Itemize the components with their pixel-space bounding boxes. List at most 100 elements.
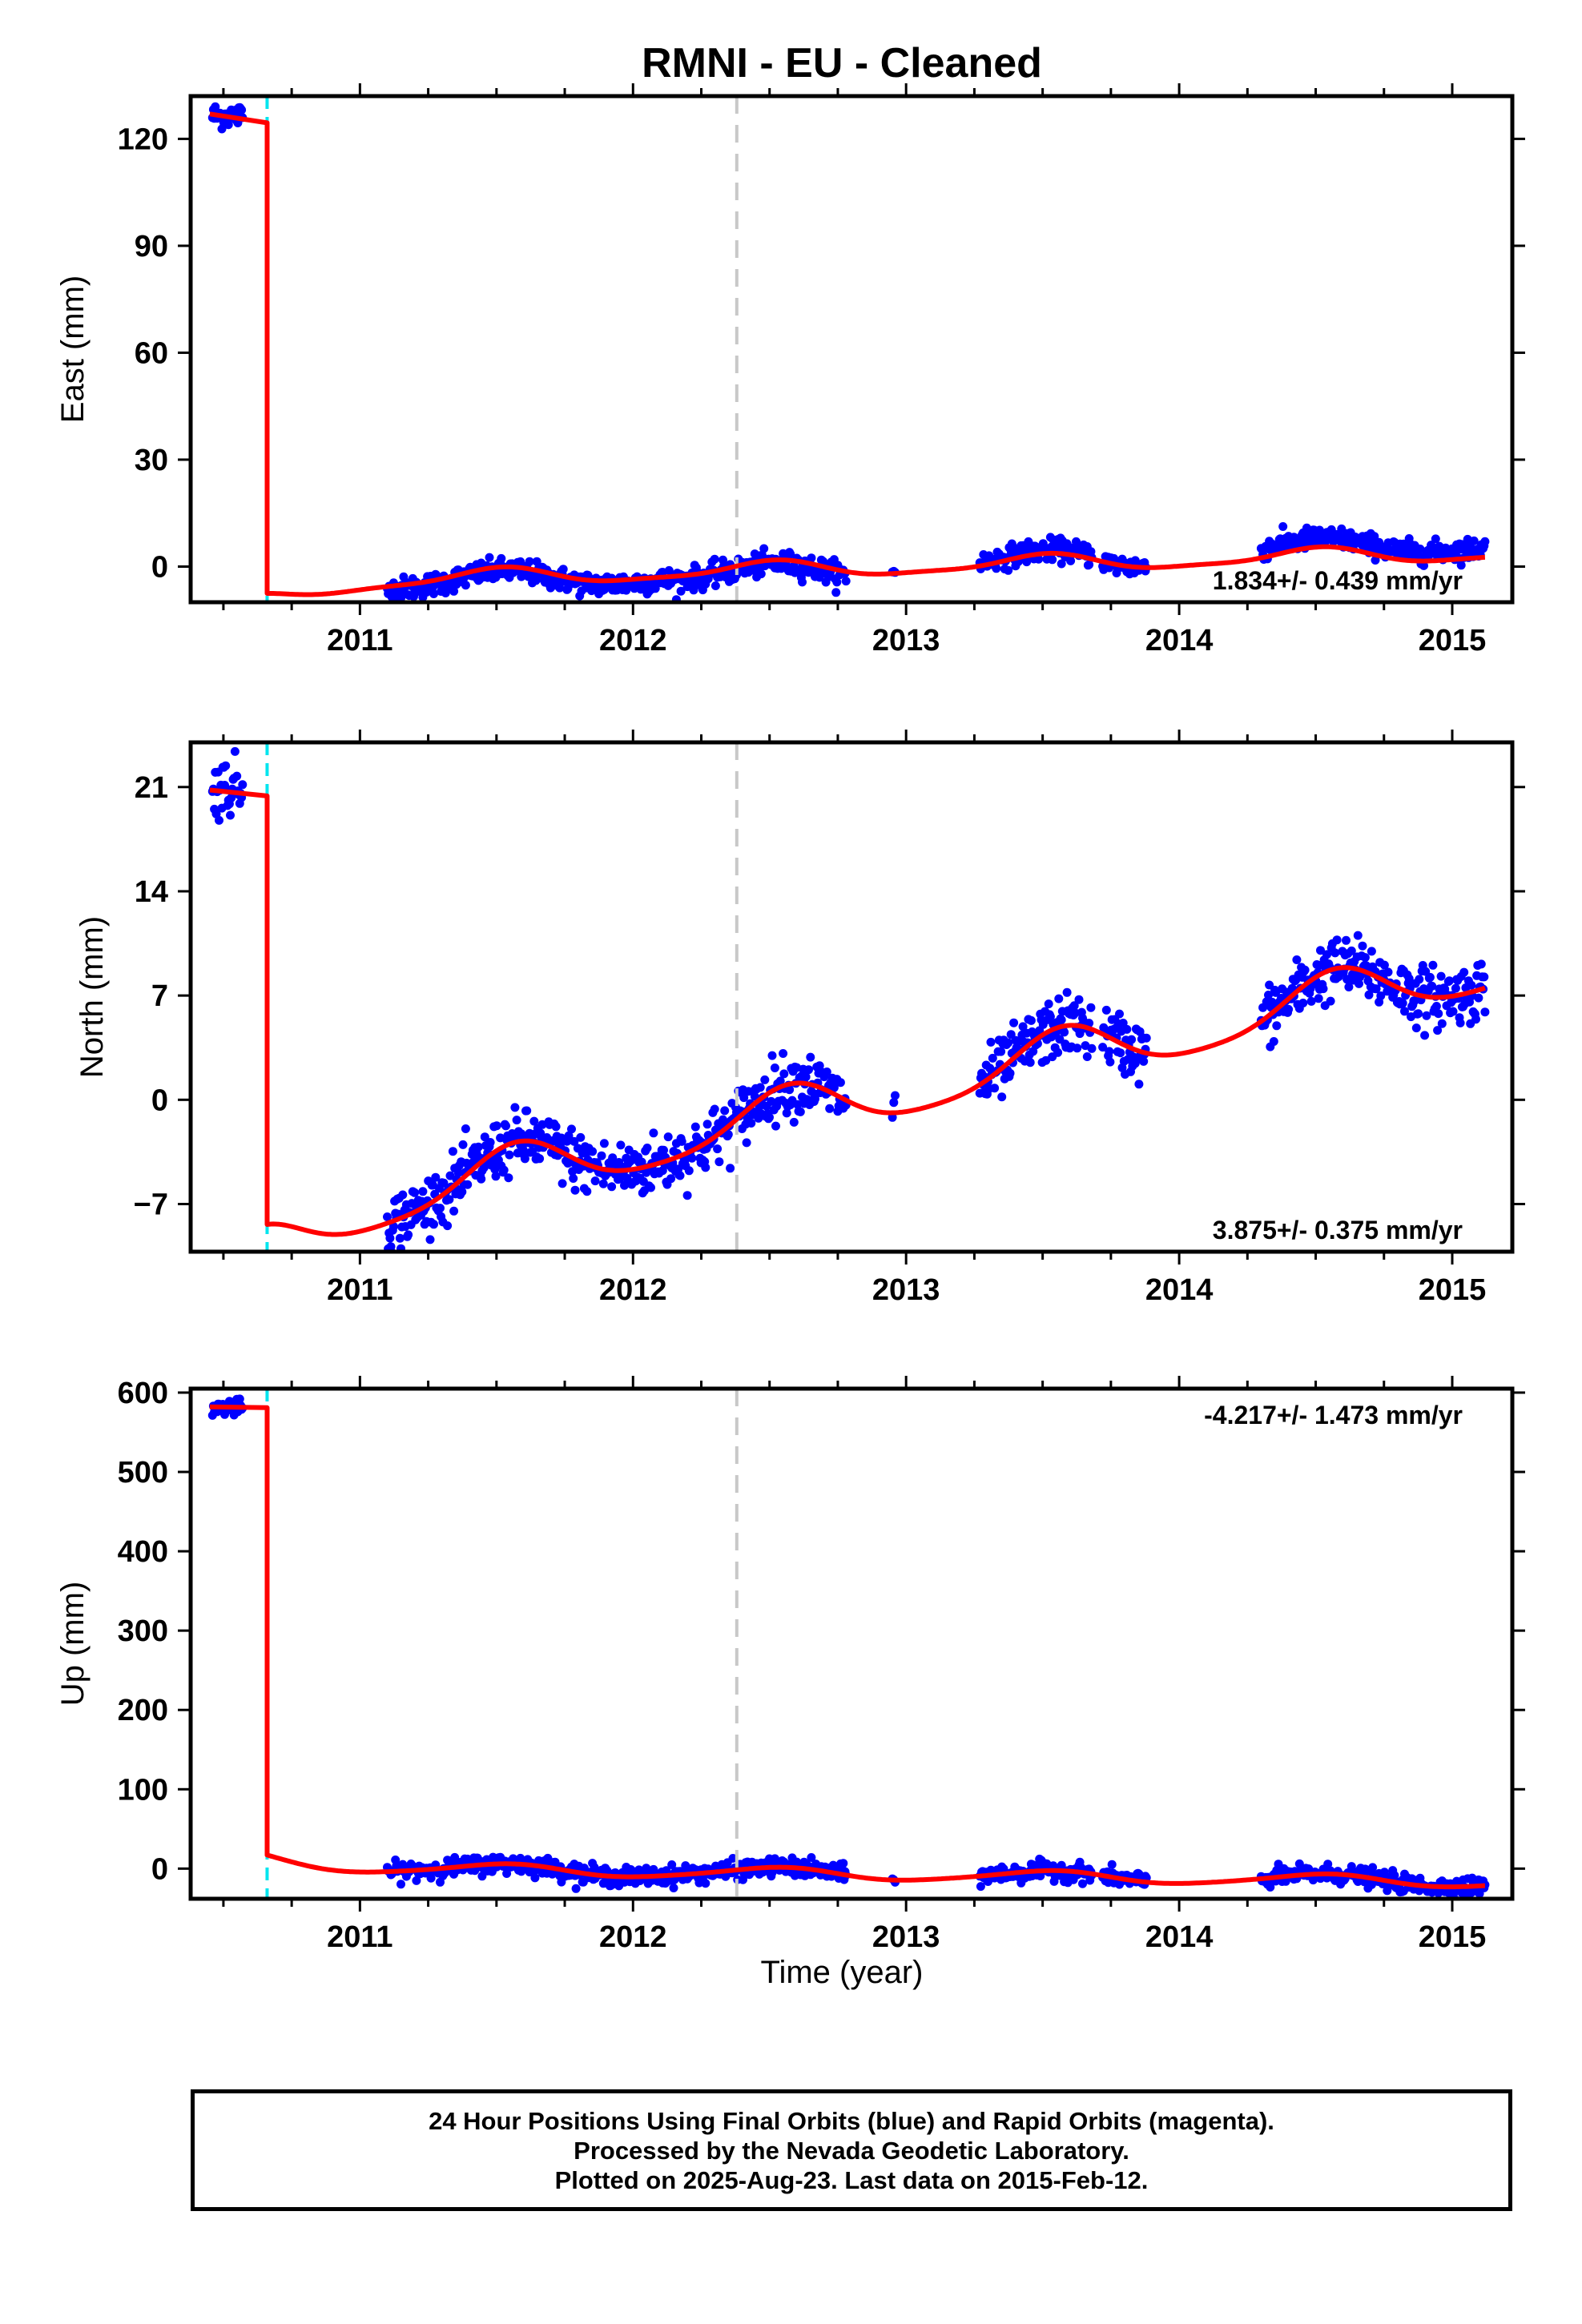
data-point	[616, 1140, 626, 1150]
data-point	[756, 569, 766, 579]
data-point	[795, 1107, 805, 1116]
data-point	[570, 1185, 580, 1195]
data-point	[608, 1153, 618, 1163]
data-point	[1070, 1008, 1080, 1018]
data-point	[502, 1869, 512, 1878]
model-line	[209, 111, 1486, 597]
data-points	[207, 1394, 1490, 1899]
y-tick-label: 0	[151, 550, 168, 584]
data-point	[1455, 1018, 1465, 1027]
data-point	[576, 1132, 586, 1142]
data-point	[1411, 1023, 1421, 1033]
data-point	[1471, 1015, 1480, 1024]
data-point	[806, 1052, 815, 1062]
data-point	[1115, 1009, 1124, 1019]
data-point	[1358, 941, 1367, 951]
data-point	[1025, 1058, 1035, 1068]
data-point	[760, 1075, 770, 1084]
data-point	[750, 1092, 759, 1101]
data-point	[397, 593, 405, 602]
x-tick-label: 2015	[1419, 624, 1487, 657]
data-point	[646, 1183, 655, 1192]
y-tick-label: 0	[151, 1852, 168, 1886]
data-point	[1434, 1009, 1443, 1019]
data-point	[1105, 1047, 1114, 1056]
data-point	[728, 1854, 738, 1863]
data-point	[701, 1163, 710, 1172]
data-point	[663, 1132, 673, 1142]
data-point	[1045, 1012, 1055, 1021]
data-point	[485, 1138, 495, 1147]
data-point	[681, 1861, 690, 1871]
data-point	[1479, 972, 1489, 982]
data-point	[237, 105, 247, 115]
data-point	[473, 1142, 483, 1152]
rate-annotation: 1.834+/- 0.439 mm/yr	[1213, 566, 1463, 595]
data-point	[590, 1176, 600, 1186]
data-point	[825, 1104, 835, 1113]
data-point	[1026, 1015, 1036, 1025]
y-axis-label: North (mm)	[74, 916, 110, 1078]
data-point	[1383, 967, 1393, 977]
data-point	[501, 1121, 510, 1131]
data-point	[1122, 1024, 1132, 1034]
data-point	[720, 1106, 730, 1116]
data-point	[1269, 1037, 1278, 1046]
data-point	[491, 1172, 501, 1181]
data-point	[839, 1859, 848, 1868]
footer-box: 24 Hour Positions Using Final Orbits (bl…	[191, 2089, 1512, 2211]
data-point	[1116, 1048, 1125, 1058]
data-point	[1018, 1022, 1028, 1031]
data-point	[785, 1085, 795, 1095]
data-point	[765, 1112, 774, 1122]
data-point	[1009, 1018, 1019, 1027]
x-tick-label: 2012	[599, 1273, 667, 1307]
data-point	[477, 1174, 486, 1184]
y-tick-label: 300	[118, 1614, 168, 1648]
data-point	[582, 1187, 592, 1196]
data-point	[453, 1168, 463, 1177]
data-point	[807, 553, 816, 563]
data-point	[715, 1157, 724, 1167]
data-point	[807, 1853, 816, 1862]
panels-group: 2011 2012 2013 2014 2015 0 30 60 90 120 East (mm) 1…	[55, 83, 1525, 1954]
data-point	[702, 1120, 712, 1129]
data-point	[497, 553, 506, 563]
data-point	[529, 1116, 539, 1126]
y-tick-label: −7	[134, 1188, 168, 1221]
panel-3: 2011 2012 2013 2014 2015 0 100 200 300 400 500 600 U…	[55, 1376, 1525, 1954]
data-point	[558, 565, 568, 574]
data-point	[1332, 935, 1342, 945]
data-point	[510, 1103, 520, 1112]
data-point	[445, 1171, 455, 1180]
x-tick-label: 2014	[1145, 624, 1214, 657]
data-point	[770, 1063, 779, 1072]
data-point	[1414, 1009, 1423, 1019]
data-point	[1266, 1883, 1275, 1892]
data-point	[1127, 1035, 1137, 1044]
data-point	[404, 1230, 413, 1240]
data-point	[1098, 1043, 1108, 1052]
data-point	[684, 1166, 694, 1176]
data-point	[649, 1128, 658, 1138]
data-point	[558, 1179, 567, 1188]
data-point	[383, 1212, 392, 1221]
data-point	[1034, 554, 1044, 564]
data-point	[726, 1164, 735, 1173]
data-point	[986, 1037, 996, 1047]
data-point	[1005, 1068, 1015, 1078]
model-line	[209, 787, 1486, 1237]
data-point	[1476, 959, 1486, 969]
data-point	[755, 1083, 765, 1092]
data-point	[723, 1130, 733, 1140]
data-point	[520, 1154, 529, 1164]
data-point	[1298, 999, 1308, 1007]
data-point	[667, 1860, 677, 1869]
data-point	[1474, 993, 1483, 1003]
x-tick-label: 2012	[599, 1920, 667, 1954]
y-axis-label: East (mm)	[55, 275, 91, 423]
data-point	[1082, 1052, 1092, 1061]
data-point	[1415, 975, 1424, 984]
data-point	[238, 780, 248, 790]
